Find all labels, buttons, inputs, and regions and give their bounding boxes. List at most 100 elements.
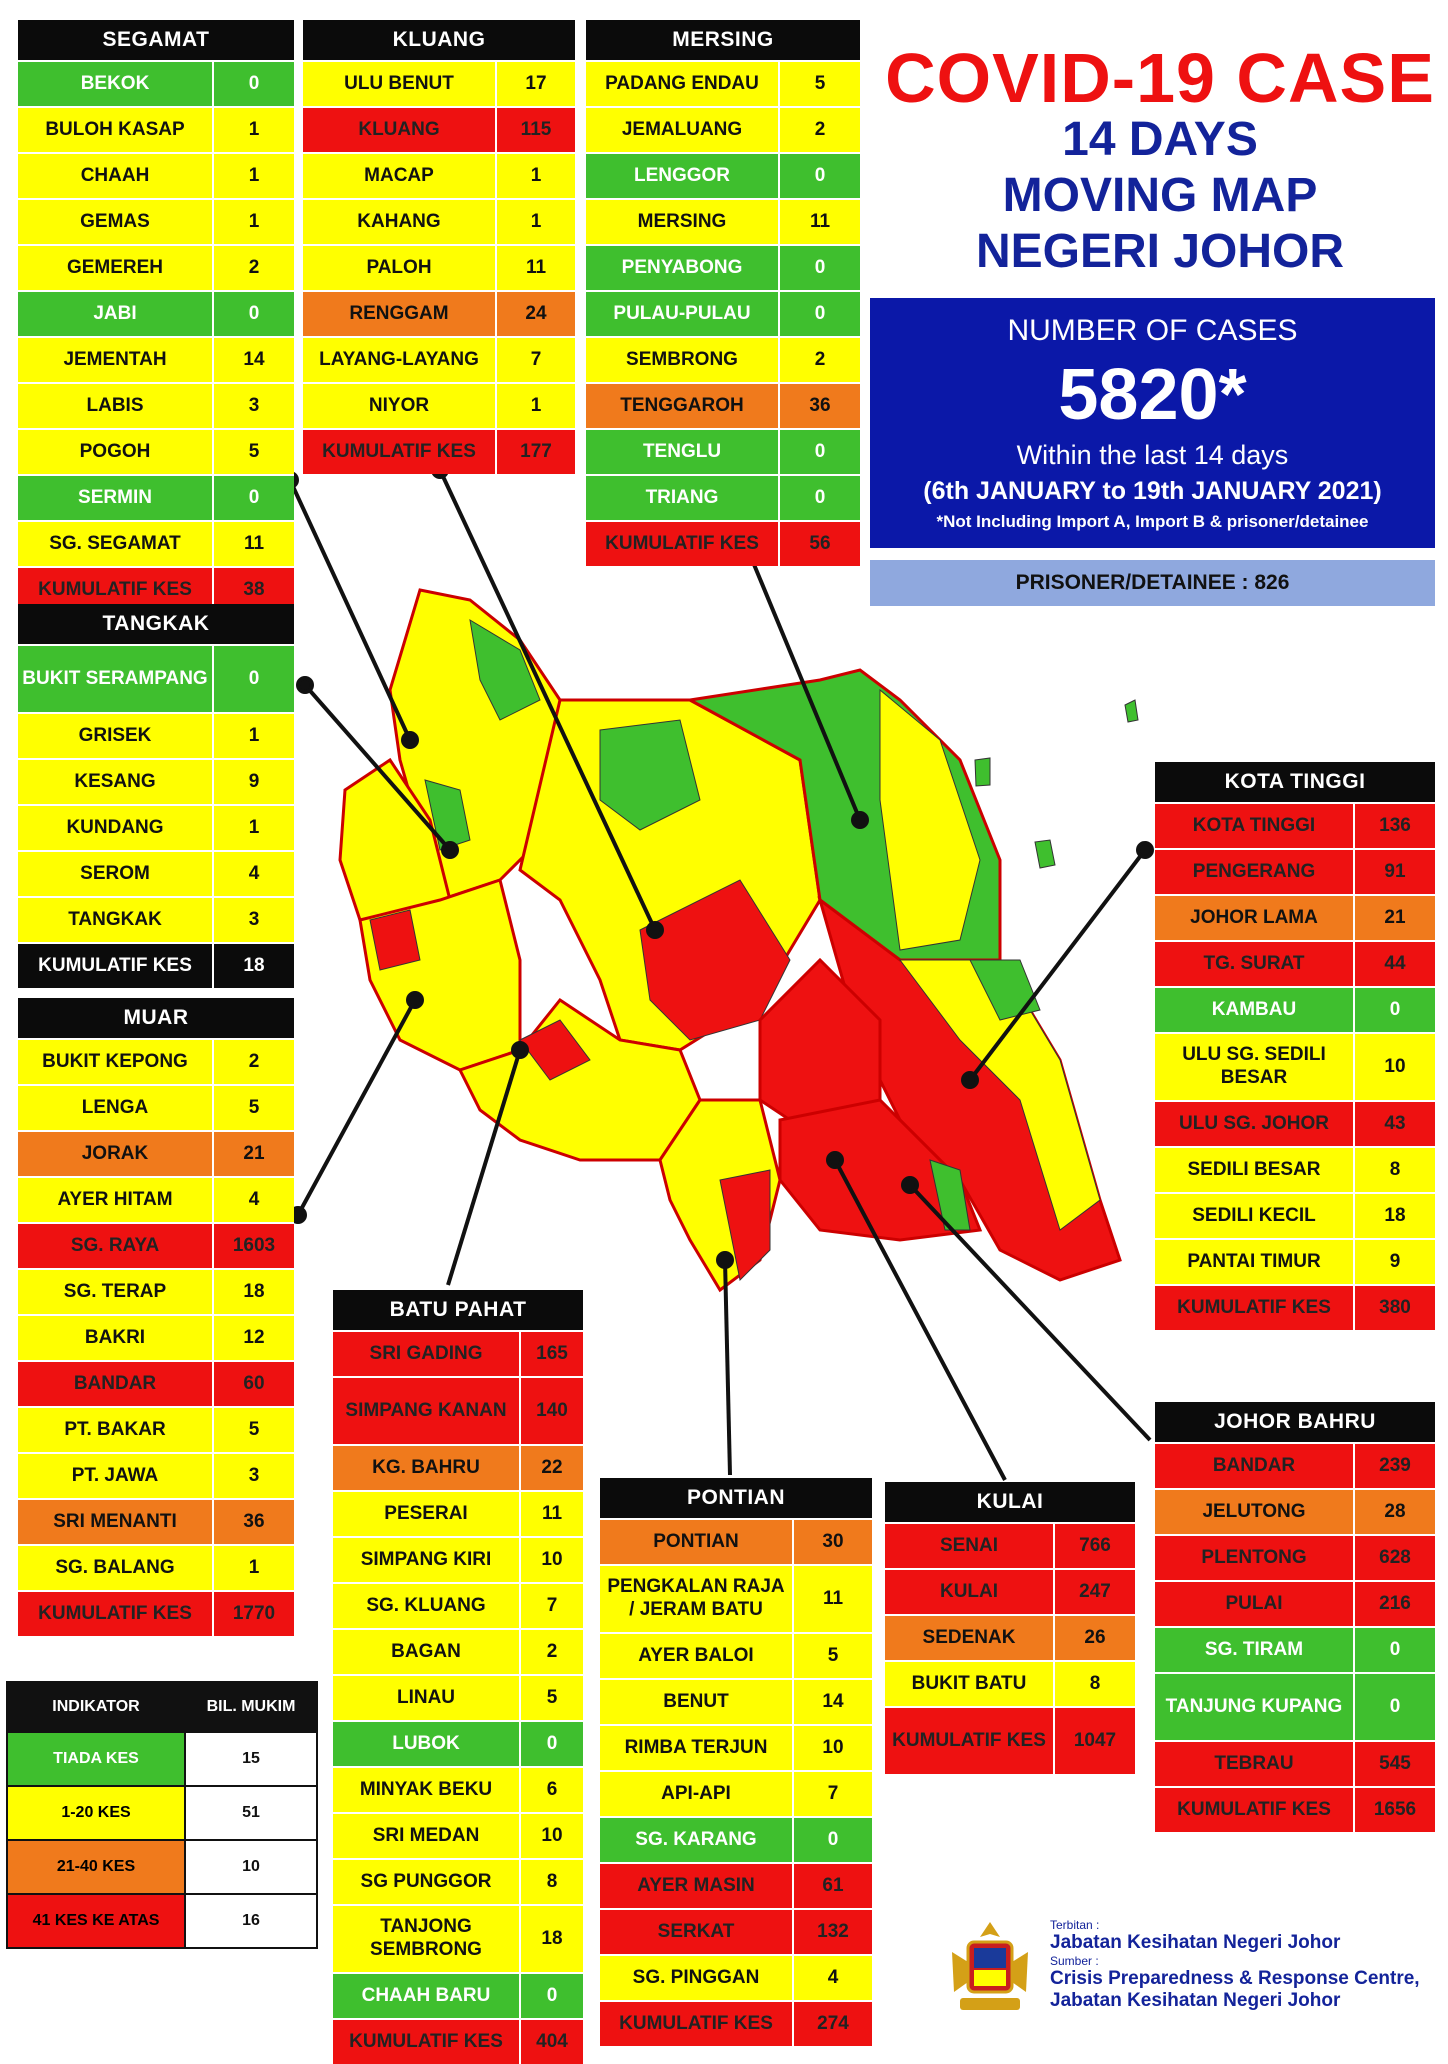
map-regions [338, 588, 1139, 1293]
mukim-count: 91 [1384, 860, 1406, 882]
mukim-name: PENGERANG [1155, 850, 1355, 894]
mukim-count: 8 [1389, 1158, 1401, 1180]
mukim-row: KG. BAHRU 22 [333, 1444, 583, 1490]
mukim-count: 545 [1379, 1752, 1411, 1774]
mukim-name: AYER BALOI [600, 1634, 794, 1678]
map-johorbahru [778, 1098, 983, 1242]
map-kotatinggi-green [969, 959, 1041, 1021]
mukim-count: 1 [248, 210, 260, 232]
mukim-name: BULOH KASAP [18, 108, 214, 152]
mukim-name: JORAK [18, 1132, 214, 1176]
mukim-count: 0 [248, 72, 260, 94]
indicator-header: INDIKATOR BIL. MUKIM [8, 1683, 316, 1731]
mukim-count: 10 [822, 1736, 844, 1758]
mukim-name: KUMULATIF KES [18, 1592, 214, 1636]
mukim-count: 177 [520, 440, 552, 462]
mukim-row: KUNDANG 1 [18, 804, 294, 850]
mukim-row: PADANG ENDAU 5 [586, 60, 860, 106]
mukim-name: ULU SG. JOHOR [1155, 1102, 1355, 1146]
map-muar [358, 878, 522, 1072]
footer: Terbitan : Jabatan Kesihatan Negeri Joho… [1050, 1918, 1440, 2012]
mukim-row: AYER HITAM 4 [18, 1176, 294, 1222]
mukim-row: LUBOK 0 [333, 1720, 583, 1766]
mukim-row: GEMEREH 2 [18, 244, 294, 290]
kluang-table: KLUANG ULU BENUT 17 KLUANG 115 MACAP 1 KAHANG 1 P… [303, 20, 575, 474]
mukim-row: LABIS 3 [18, 382, 294, 428]
indicator-label: 21-40 KES [8, 1841, 186, 1893]
mukim-row: TENGLU 0 [586, 428, 860, 474]
mukim-name: TENGGAROH [586, 384, 780, 428]
mukim-row: SEDENAK 26 [885, 1614, 1135, 1660]
indicator-legend: INDIKATOR BIL. MUKIM TIADA KES 15 1-20 K… [6, 1681, 318, 1949]
cumulative-row: KUMULATIF KES 56 [586, 520, 860, 566]
mukim-row: SG. RAYA 1603 [18, 1222, 294, 1268]
mukim-count: 5 [814, 72, 826, 94]
mukim-row: PALOH 11 [303, 244, 575, 290]
mukim-name: SERMIN [18, 476, 214, 520]
mukim-row: JEMENTAH 14 [18, 336, 294, 382]
mukim-name: BUKIT KEPONG [18, 1040, 214, 1084]
map-kulai [758, 957, 882, 1142]
footer-src-1: Crisis Preparedness & Response Centre, [1050, 1968, 1420, 1989]
mukim-name: KUMULATIF KES [303, 430, 497, 474]
mukim-count: 18 [541, 1927, 563, 1949]
mukim-count: 115 [520, 118, 552, 140]
mukim-row: JELUTONG 28 [1155, 1488, 1435, 1534]
indicator-row: 1-20 KES 51 [8, 1785, 316, 1839]
district-header: KULAI [885, 1482, 1135, 1522]
mukim-name: KUMULATIF KES [600, 2002, 794, 2046]
mukim-count: 5 [248, 1096, 260, 1118]
map-tangkak-green [424, 779, 471, 851]
mukim-row: BAGAN 2 [333, 1628, 583, 1674]
mukim-count: 2 [248, 256, 260, 278]
mukim-row: KULAI 247 [885, 1568, 1135, 1614]
mukim-name: TRIANG [586, 476, 780, 520]
mukim-row: PT. BAKAR 5 [18, 1406, 294, 1452]
mukim-count: 11 [822, 1587, 844, 1609]
mukim-count: 21 [1384, 906, 1406, 928]
mukim-name: ULU BENUT [303, 62, 497, 106]
mukim-row: KESANG 9 [18, 758, 294, 804]
mukim-row: MACAP 1 [303, 152, 575, 198]
mukim-row: BULOH KASAP 1 [18, 106, 294, 152]
mersing-table: MERSING PADANG ENDAU 5 JEMALUANG 2 LENGGOR 0 ME… [586, 20, 860, 566]
mukim-name: SEROM [18, 852, 214, 896]
mukim-name: TANGKAK [18, 898, 214, 942]
mukim-row: SEMBRONG 2 [586, 336, 860, 382]
mukim-name: API-API [600, 1772, 794, 1816]
indicator-count: 16 [186, 1895, 316, 1947]
subtitle-line-2: MOVING MAP [1002, 169, 1318, 222]
footer-src-label: Sumber : [1050, 1954, 1099, 1968]
map-island-1 [1124, 699, 1139, 723]
subtitle-line-1: 14 DAYS [1062, 113, 1258, 166]
mukim-name: RIMBA TERJUN [600, 1726, 794, 1770]
mukim-count: 44 [1384, 952, 1406, 974]
mukim-row: KLUANG 115 [303, 106, 575, 152]
map-batupahat-red [519, 1019, 591, 1081]
mukim-name: TANJONG SEMBRONG [333, 1906, 521, 1972]
mukim-count: 30 [822, 1530, 844, 1552]
mukim-row: RIMBA TERJUN 10 [600, 1724, 872, 1770]
mukim-name: BAKRI [18, 1316, 214, 1360]
mukim-count: 0 [1389, 1695, 1401, 1717]
indicator-row: 41 KES KE ATAS 16 [8, 1893, 316, 1947]
mukim-count: 1 [248, 1556, 260, 1578]
mukim-name: LENGGOR [586, 154, 780, 198]
mukim-count: 628 [1379, 1546, 1411, 1568]
mukim-name: SG. RAYA [18, 1224, 214, 1268]
mukim-count: 132 [817, 1920, 849, 1942]
mukim-name: SIMPANG KANAN [333, 1378, 521, 1444]
summary-label: NUMBER OF CASES [1007, 314, 1298, 347]
johorbahru-table: JOHOR BAHRU BANDAR 239 JELUTONG 28 PLENTONG 62… [1155, 1402, 1435, 1832]
mukim-name: KAMBAU [1155, 988, 1355, 1032]
subtitle-line-3: NEGERI JOHOR [975, 225, 1345, 278]
mukim-name: SEDILI KECIL [1155, 1194, 1355, 1238]
mukim-row: BUKIT BATU 8 [885, 1660, 1135, 1706]
mukim-name: SG. TERAP [18, 1270, 214, 1314]
summary-count: 5820* [1058, 355, 1247, 435]
mukim-count: 26 [1084, 1626, 1106, 1648]
mukim-count: 18 [243, 954, 265, 976]
mukim-name: TANJUNG KUPANG [1155, 1674, 1355, 1740]
mukim-name: BAGAN [333, 1630, 521, 1674]
mukim-count: 140 [536, 1399, 568, 1421]
